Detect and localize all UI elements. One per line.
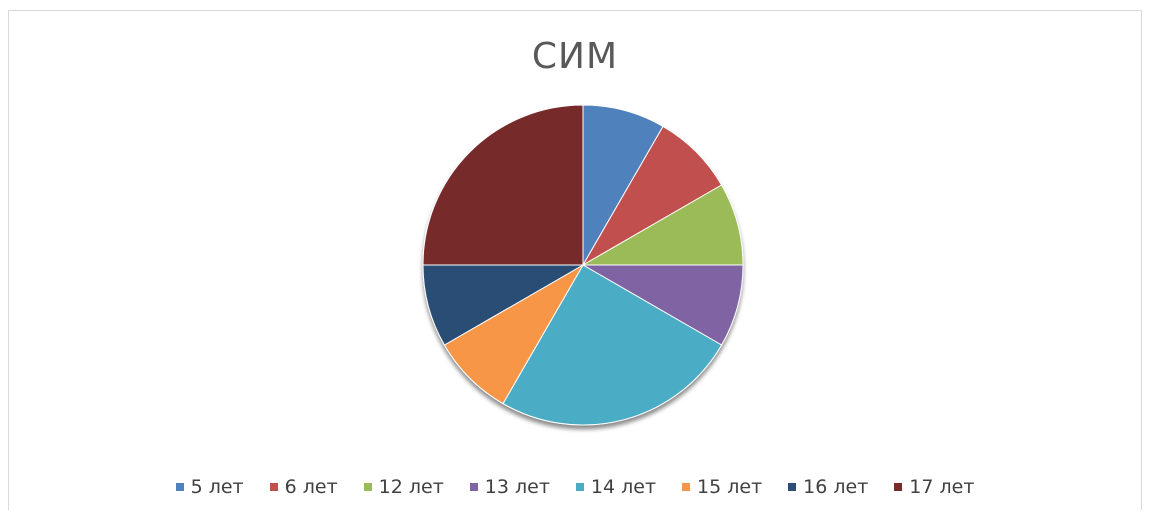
chart-legend: 5 лет 6 лет 12 лет 13 лет 14 лет 15 лет 16 лет…	[0, 476, 1150, 498]
chart-title: СИМ	[531, 36, 619, 77]
legend-label: 17 лет	[909, 476, 975, 498]
legend-label: 13 лет	[484, 476, 550, 498]
pie-slice-17-лет	[422, 104, 584, 266]
legend-label: 6 лет	[284, 476, 338, 498]
legend-item: 15 лет	[682, 476, 762, 498]
legend-swatch	[788, 483, 797, 491]
legend-label: 12 лет	[378, 476, 444, 498]
legend-swatch	[682, 483, 691, 491]
legend-label: 5 лет	[190, 476, 244, 498]
legend-swatch	[175, 483, 184, 491]
legend-item: 13 лет	[469, 476, 550, 498]
legend-label: 14 лет	[590, 476, 657, 498]
legend-swatch	[269, 483, 278, 491]
legend-swatch	[469, 483, 478, 491]
legend-item: 5 лет	[175, 476, 244, 498]
legend-item: 16 лет	[788, 476, 868, 498]
legend-swatch	[363, 483, 372, 491]
legend-label: 15 лет	[697, 476, 763, 498]
legend-item: 14 лет	[575, 476, 657, 498]
legend-item: 6 лет	[269, 476, 338, 498]
legend-swatch	[894, 483, 903, 491]
legend-item: 12 лет	[363, 476, 444, 498]
legend-swatch	[575, 483, 584, 491]
pie-slice-14-лет	[502, 264, 723, 426]
legend-item: 17 лет	[894, 476, 974, 498]
legend-label: 16 лет	[803, 476, 869, 498]
